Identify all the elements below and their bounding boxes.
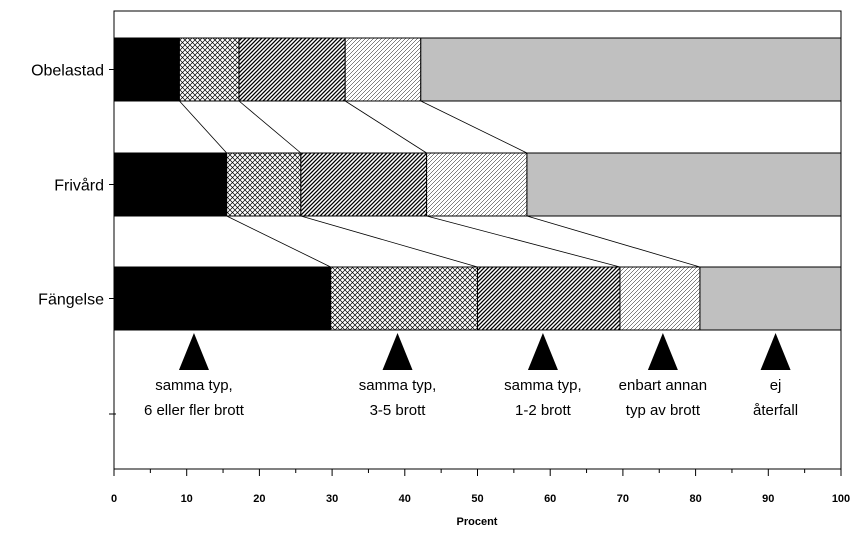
bar-frivard-samma-typ-1-2-brott (300, 152, 428, 217)
connector-line (526, 215, 701, 268)
bar-frivard-enbart-annan-typ-av-brott (426, 152, 528, 217)
bar-obelastad-enbart-annan-typ-av-brott (344, 37, 422, 102)
connector-lines (179, 100, 701, 268)
annotation-label: samma typ, (155, 377, 233, 394)
annotation-label: ej (770, 377, 782, 394)
annotation-label: typ av brott (626, 402, 701, 419)
bar-fangelse-samma-typ-3-5-brott (330, 266, 478, 331)
bar-fangelse-ej-aterfall (699, 266, 842, 331)
category-label-obelastad: Obelastad (31, 63, 104, 80)
connector-line (344, 100, 427, 154)
bar-frivard-samma-typ-3-5-brott (226, 152, 302, 217)
connector-line (238, 100, 302, 154)
annotation-label: samma typ, (504, 377, 582, 394)
bar-segments (113, 37, 842, 331)
connector-line (426, 215, 621, 268)
x-tick-label: 60 (544, 493, 556, 505)
category-label-fangelse: Fängelse (38, 292, 104, 309)
annotation-arrow (178, 333, 209, 370)
category-labels: Obelastad Frivård Fängelse (31, 63, 114, 309)
x-tick-label: 100 (832, 493, 850, 505)
x-tick-label: 50 (471, 493, 483, 505)
connector-line (300, 215, 478, 268)
x-tick-label: 30 (326, 493, 338, 505)
bar-obelastad-samma-typ-3-5-brott (178, 37, 240, 102)
x-axis-title: Procent (457, 516, 498, 528)
bar-fangelse-samma-typ-1-2-brott (477, 266, 621, 331)
annotations: samma typ, 6 eller fler brott samma typ, 3-… (144, 333, 798, 419)
connector-line (226, 215, 331, 268)
connector-line (420, 100, 528, 154)
x-tick-label: 80 (689, 493, 701, 505)
annotation-label: återfall (753, 402, 798, 419)
bar-fangelse-samma-typ-6-eller-fler-brott (113, 266, 332, 331)
annotation-arrow (527, 333, 558, 370)
annotation-label: samma typ, (359, 377, 437, 394)
x-tick-label: 20 (253, 493, 265, 505)
bar-obelastad-samma-typ-6-eller-fler-brott (113, 37, 180, 102)
x-tick-label: 0 (111, 493, 117, 505)
bar-frivard-samma-typ-6-eller-fler-brott (113, 152, 228, 217)
x-tick-label: 90 (762, 493, 774, 505)
bar-frivard-ej-aterfall (526, 152, 842, 217)
bar-fangelse-enbart-annan-typ-av-brott (619, 266, 701, 331)
annotation-arrow (760, 333, 791, 370)
annotation-label: 1-2 brott (515, 402, 572, 419)
bar-obelastad-samma-typ-1-2-brott (238, 37, 346, 102)
category-label-frivard: Frivård (54, 177, 104, 195)
x-axis: 0 10 20 30 40 50 60 70 80 90 100 (111, 469, 850, 505)
x-tick-label: 70 (617, 493, 629, 505)
x-tick-label: 40 (399, 493, 411, 505)
annotation-label: 3-5 brott (370, 402, 427, 419)
annotation-label: enbart annan (619, 377, 707, 394)
annotation-arrow (382, 333, 413, 370)
x-tick-label: 10 (181, 493, 193, 505)
connector-line (179, 100, 227, 154)
bar-obelastad-ej-aterfall (420, 37, 842, 102)
annotation-label: 6 eller fler brott (144, 402, 245, 419)
annotation-arrow (647, 333, 678, 370)
